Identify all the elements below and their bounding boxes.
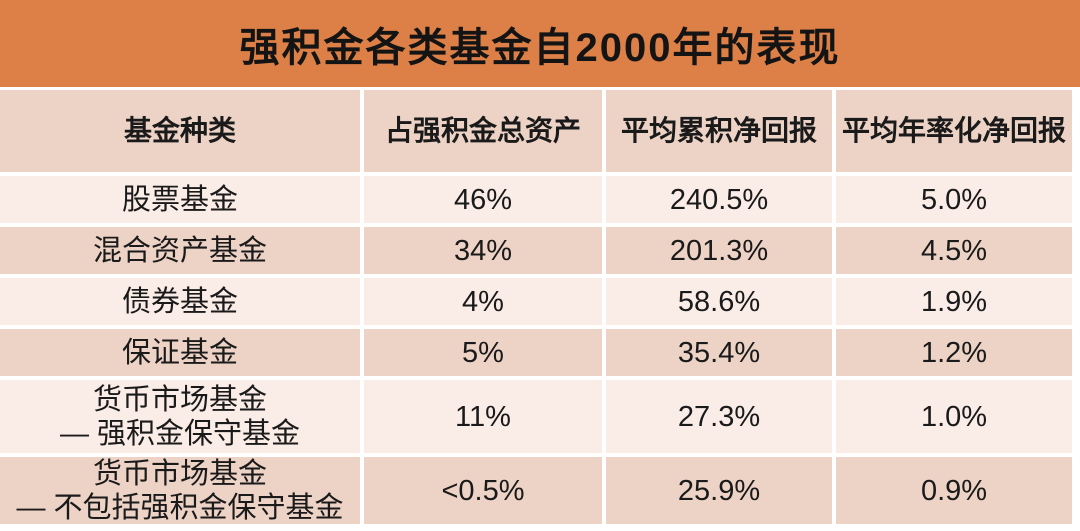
table-cell: 1.9% [836, 278, 1072, 325]
table-cell: 201.3% [606, 227, 832, 274]
header-cell-annualized-return: 平均年率化净回报 [836, 90, 1072, 172]
performance-table: 基金种类 占强积金总资产 平均累积净回报 平均年率化净回报 股票基金 46% 2… [0, 90, 1072, 524]
table-cell: 34% [364, 227, 602, 274]
table-cell: 债券基金 [0, 278, 360, 325]
table-cell: 58.6% [606, 278, 832, 325]
table-cell: 股票基金 [0, 176, 360, 223]
table-cell: 46% [364, 176, 602, 223]
table-cell: 11% [364, 380, 602, 453]
table-cell: 25.9% [606, 457, 832, 524]
table-cell: 1.2% [836, 329, 1072, 376]
table-cell: 货币市场基金 — 强积金保守基金 [0, 380, 360, 453]
header-cell-asset-share: 占强积金总资产 [364, 90, 602, 172]
title-bar: 强积金各类基金自2000年的表现 [0, 0, 1080, 87]
table-cell: 1.0% [836, 380, 1072, 453]
table-cell: 5.0% [836, 176, 1072, 223]
page-title: 强积金各类基金自2000年的表现 [239, 25, 841, 70]
header-cell-cumulative-return: 平均累积净回报 [606, 90, 832, 172]
table-cell: 货币市场基金 — 不包括强积金保守基金 [0, 457, 360, 524]
table-cell: 混合资产基金 [0, 227, 360, 274]
table-cell: 5% [364, 329, 602, 376]
table-cell: 0.9% [836, 457, 1072, 524]
table-cell: 35.4% [606, 329, 832, 376]
table-cell: 4% [364, 278, 602, 325]
header-cell-fund-type: 基金种类 [0, 90, 360, 172]
table-cell: 4.5% [836, 227, 1072, 274]
table-cell: <0.5% [364, 457, 602, 524]
table-cell: 240.5% [606, 176, 832, 223]
table-cell: 保证基金 [0, 329, 360, 376]
table-cell: 27.3% [606, 380, 832, 453]
